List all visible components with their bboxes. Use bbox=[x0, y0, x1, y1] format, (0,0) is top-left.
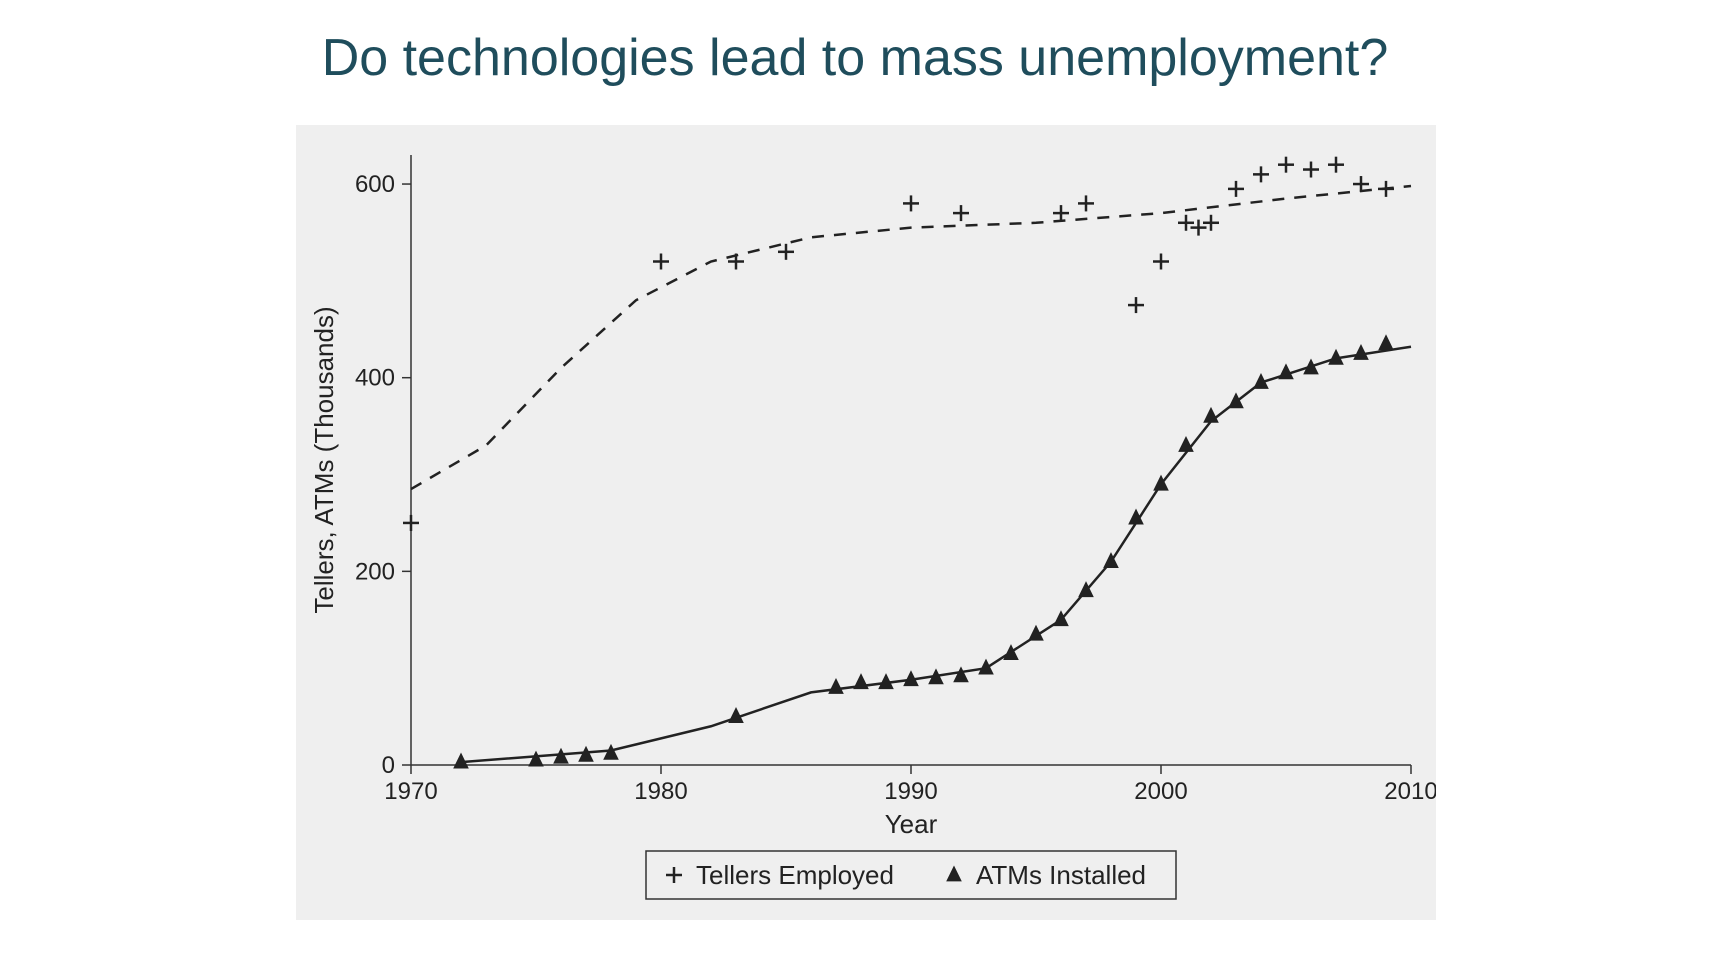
x-tick-label: 1990 bbox=[884, 778, 937, 805]
y-tick-label: 400 bbox=[355, 365, 395, 392]
triangle-marker bbox=[1179, 437, 1193, 451]
plus-marker bbox=[1328, 157, 1344, 173]
triangle-marker bbox=[979, 660, 993, 674]
plus-marker bbox=[666, 867, 682, 883]
y-tick-label: 0 bbox=[382, 752, 395, 779]
x-tick-label: 1970 bbox=[384, 778, 437, 805]
triangle-marker bbox=[1229, 394, 1243, 408]
triangle-marker bbox=[529, 752, 543, 766]
plus-marker bbox=[1053, 205, 1069, 221]
x-tick-label: 2000 bbox=[1134, 778, 1187, 805]
plus-marker bbox=[1128, 297, 1144, 313]
plus-marker bbox=[1228, 181, 1244, 197]
y-tick-label: 600 bbox=[355, 171, 395, 198]
y-tick-label: 200 bbox=[355, 558, 395, 585]
chart-container: 0 200 400 600 1970 1980 1990 2000 2010 Year Teller… bbox=[296, 125, 1436, 920]
plus-marker bbox=[403, 515, 419, 531]
plus-marker bbox=[778, 244, 794, 260]
triangle-marker bbox=[1204, 408, 1218, 422]
plus-marker bbox=[653, 254, 669, 270]
plus-marker bbox=[953, 205, 969, 221]
triangle-marker bbox=[829, 679, 843, 693]
triangle-marker bbox=[579, 747, 593, 761]
chart-svg: 0 200 400 600 1970 1980 1990 2000 2010 Year Teller… bbox=[296, 125, 1436, 920]
plus-marker bbox=[1253, 166, 1269, 182]
legend-label: Tellers Employed bbox=[696, 860, 894, 890]
trend-line bbox=[461, 347, 1411, 762]
plus-marker bbox=[1278, 157, 1294, 173]
trend-line bbox=[411, 186, 1411, 489]
plus-marker bbox=[1378, 181, 1394, 197]
triangle-marker bbox=[854, 674, 868, 688]
triangle-marker bbox=[947, 867, 961, 881]
triangle-marker bbox=[1379, 335, 1393, 349]
plus-marker bbox=[903, 195, 919, 211]
slide-title: Do technologies lead to mass unemploymen… bbox=[0, 28, 1710, 88]
triangle-marker bbox=[1354, 345, 1368, 359]
plus-marker bbox=[1153, 254, 1169, 270]
triangle-marker bbox=[554, 749, 568, 763]
plus-marker bbox=[1303, 162, 1319, 178]
plus-marker bbox=[1078, 195, 1094, 211]
y-axis-label: Tellers, ATMs (Thousands) bbox=[309, 306, 339, 613]
legend-label: ATMs Installed bbox=[976, 860, 1146, 890]
triangle-marker bbox=[954, 668, 968, 682]
x-tick-label: 2010 bbox=[1384, 778, 1436, 805]
triangle-marker bbox=[604, 745, 618, 759]
x-axis-label: Year bbox=[885, 809, 938, 839]
slide: Do technologies lead to mass unemploymen… bbox=[0, 0, 1710, 958]
x-tick-label: 1980 bbox=[634, 778, 687, 805]
